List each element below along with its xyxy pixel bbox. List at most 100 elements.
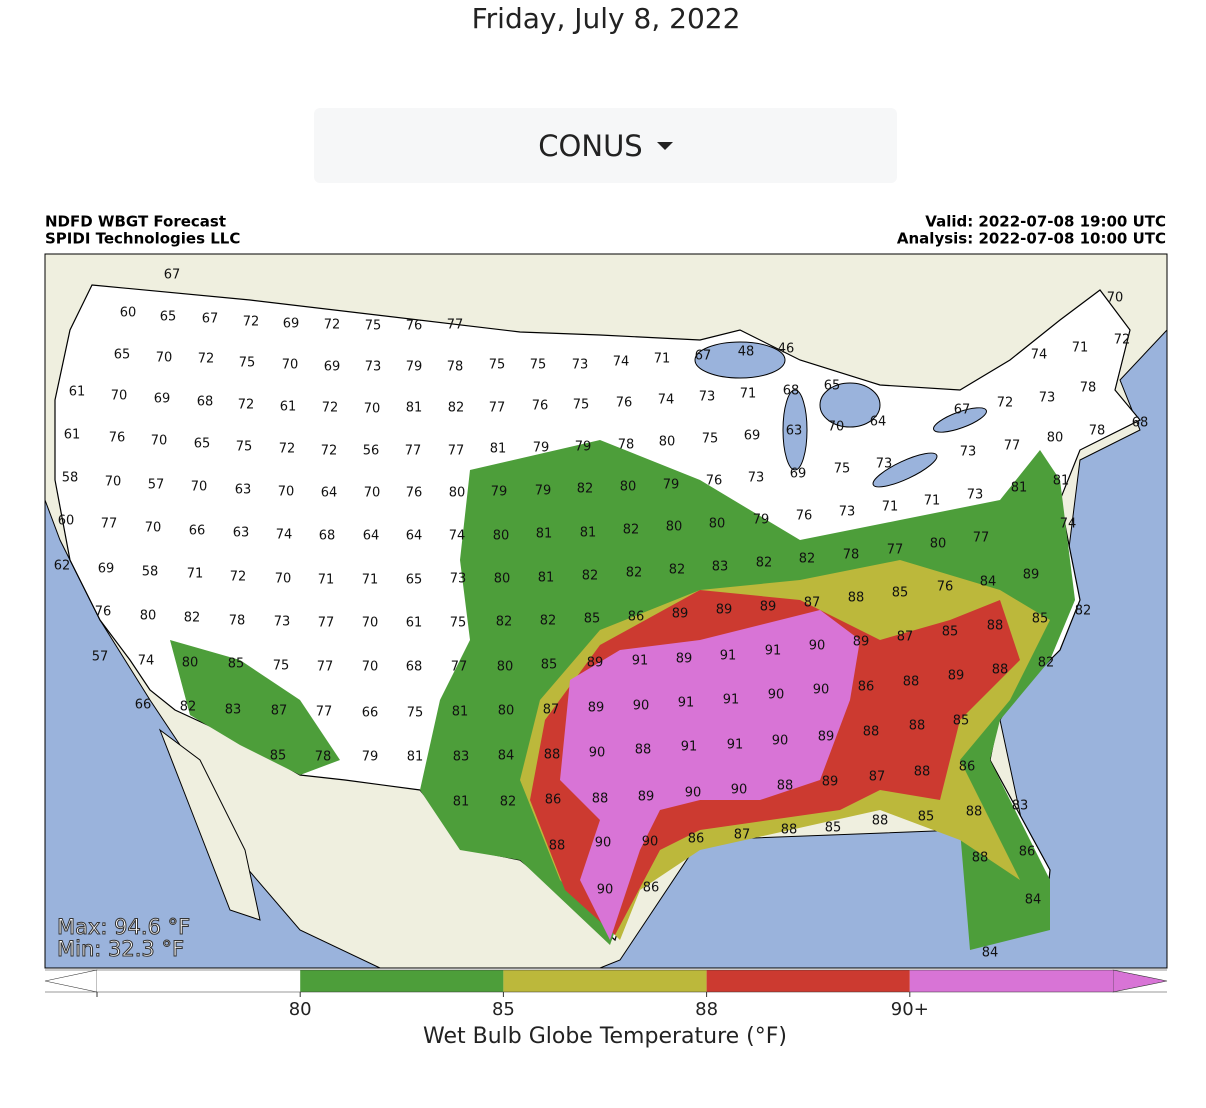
station-value: 61 [280, 400, 297, 415]
station-value: 63 [235, 483, 252, 498]
caret[interactable] [656, 141, 673, 150]
station-value: 88 [872, 814, 889, 829]
station-value: 91 [681, 740, 698, 755]
station-value: 90 [589, 746, 606, 761]
station-value: 89 [638, 790, 655, 805]
station-value: 89 [853, 635, 870, 650]
station-value: 69 [790, 467, 807, 482]
station-value: 82 [626, 566, 643, 581]
station-value: 60 [58, 514, 75, 529]
station-value: 81 [580, 526, 597, 541]
station-value: 78 [447, 360, 464, 375]
station-value: 70 [278, 485, 295, 500]
colorbar-tick-label: 80 [289, 999, 312, 1020]
station-value: 82 [1038, 656, 1055, 671]
station-value: 90 [809, 639, 826, 654]
station-value: 90 [731, 783, 748, 798]
station-value: 75 [236, 440, 253, 455]
station-value: 48 [738, 345, 755, 360]
station-value: 90 [642, 835, 659, 850]
colorbar-segment [300, 970, 504, 992]
station-value: 77 [887, 543, 904, 558]
colorbar-tick-label: 88 [695, 999, 718, 1020]
station-value: 73 [699, 390, 716, 405]
station-value: 87 [804, 596, 821, 611]
station-value: 73 [967, 488, 984, 503]
station-value: 75 [239, 356, 256, 371]
station-value: 80 [498, 704, 515, 719]
station-value: 60 [120, 306, 137, 321]
station-value: 80 [182, 656, 199, 671]
station-value: 87 [897, 630, 914, 645]
station-value: 75 [407, 706, 424, 721]
station-value: 89 [672, 607, 689, 622]
station-value: 72 [1114, 333, 1131, 348]
station-value: 80 [659, 435, 676, 450]
station-value: 68 [319, 529, 336, 544]
station-value: 84 [498, 749, 515, 764]
map-subtitle: SPIDI Technologies LLC [45, 230, 240, 248]
station-value: 67 [164, 268, 181, 283]
lake-erie [872, 452, 938, 488]
station-value: 64 [406, 529, 423, 544]
station-value: 58 [142, 565, 159, 580]
station-value: 71 [1072, 341, 1089, 356]
station-value: 88 [914, 765, 931, 780]
colorbar-segment [909, 970, 1113, 992]
station-value: 88 [972, 851, 989, 866]
station-value: 82 [582, 569, 599, 584]
station-value: 70 [111, 389, 128, 404]
colorbar-extend-max [1112, 969, 1168, 993]
station-value: 65 [194, 437, 211, 452]
zone-west-green [170, 640, 340, 775]
station-value: 79 [753, 513, 770, 528]
station-value: 70 [156, 351, 173, 366]
colorbar-segment [503, 970, 707, 992]
station-value: 90 [633, 699, 650, 714]
station-value: 76 [796, 509, 813, 524]
colorbar: 80 85 88 90+ [44, 969, 1168, 1020]
station-value: 87 [734, 828, 751, 843]
station-value: 76 [406, 319, 423, 334]
min-text: Min: 32.3 °F [57, 937, 184, 961]
station-value: 77 [489, 401, 506, 416]
station-value: 70 [105, 475, 122, 490]
station-value: 83 [453, 750, 470, 765]
station-value: 70 [362, 616, 379, 631]
station-value: 81 [407, 750, 424, 765]
station-value: 80 [620, 480, 637, 495]
station-value: 64 [321, 486, 338, 501]
station-value: 81 [538, 571, 555, 586]
station-value: 85 [892, 586, 909, 601]
station-value: 84 [982, 946, 999, 961]
station-value: 70 [151, 434, 168, 449]
station-value: 57 [92, 650, 109, 665]
region-dropdown[interactable]: CONUS [314, 108, 897, 183]
station-value: 75 [450, 616, 467, 631]
station-value: 87 [543, 703, 560, 718]
station-value: 90 [597, 883, 614, 898]
station-value: 80 [494, 572, 511, 587]
station-value: 77 [316, 705, 333, 720]
station-value: 65 [406, 573, 423, 588]
station-value: 86 [545, 793, 562, 808]
station-value: 80 [493, 529, 510, 544]
station-value: 78 [315, 750, 332, 765]
station-value: 90 [768, 688, 785, 703]
station-value: 78 [1089, 424, 1106, 439]
station-value: 75 [365, 319, 382, 334]
station-value: 91 [727, 738, 744, 753]
station-value: 90 [595, 836, 612, 851]
map [45, 254, 1167, 968]
station-value: 65 [160, 310, 177, 325]
station-value: 80 [709, 517, 726, 532]
station-value: 73 [960, 445, 977, 460]
station-value: 78 [229, 614, 246, 629]
station-value: 85 [1032, 612, 1049, 627]
station-value: 80 [497, 660, 514, 675]
station-value: 71 [882, 500, 899, 515]
station-value: 86 [628, 610, 645, 625]
region-label[interactable]: CONUS [538, 128, 643, 163]
station-value: 77 [451, 660, 468, 675]
